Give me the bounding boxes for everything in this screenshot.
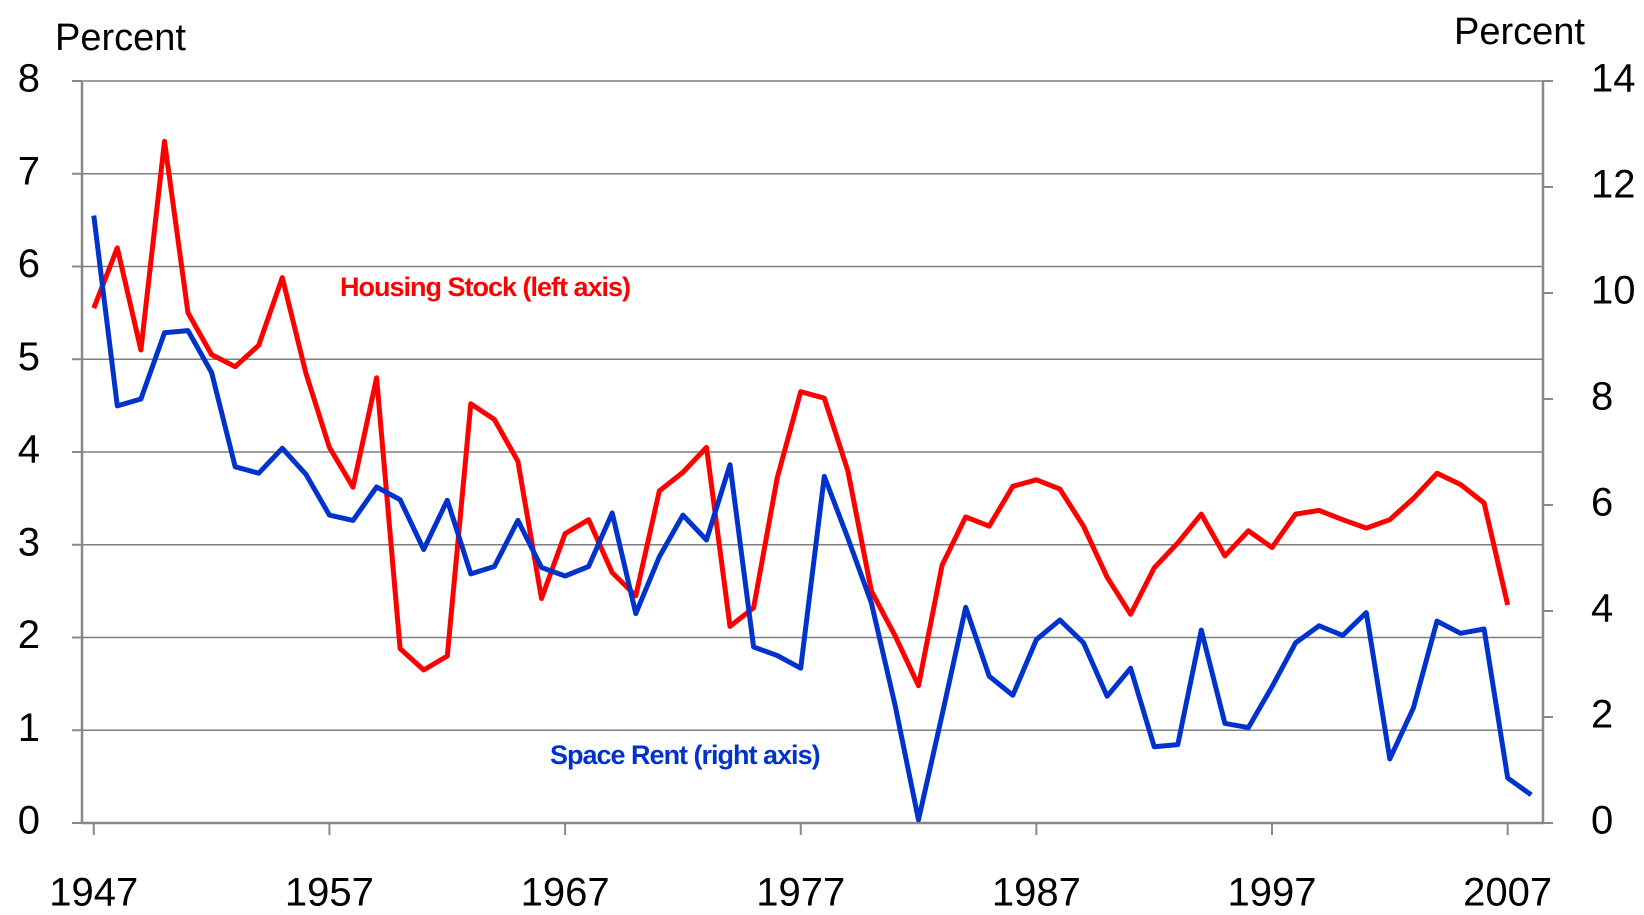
y2-tick-label: 4 [1591,587,1613,631]
y2-tick-label: 8 [1591,375,1613,419]
annotation: Space Rent (right axis) [550,740,820,770]
y-tick-label: 8 [18,57,40,101]
series-line [91,138,1511,689]
series-line [91,215,1533,823]
x-tick-label: 1947 [49,871,138,915]
y-tick-label: 2 [18,613,40,657]
y-tick-label: 0 [18,799,40,843]
x-tick-label: 1967 [521,871,610,915]
y-axis-title: Percent [55,17,186,59]
y-tick-label: 4 [18,428,40,472]
y2-tick-label: 14 [1591,57,1636,101]
x-tick-label: 1987 [992,871,1081,915]
y2-tick-label: 2 [1591,693,1613,737]
annotation: Housing Stock (left axis) [340,272,630,302]
y2-tick-label: 0 [1591,799,1613,843]
y2-tick-label: 12 [1591,163,1636,207]
y-tick-label: 5 [18,335,40,379]
y2-tick-label: 6 [1591,481,1613,525]
y-tick-label: 3 [18,520,40,564]
x-tick-label: 1997 [1228,871,1317,915]
y-tick-label: 1 [18,706,40,750]
x-tick-label: 1957 [285,871,374,915]
y2-tick-label: 10 [1591,269,1636,313]
y-tick-label: 6 [18,242,40,286]
y-tick-label: 7 [18,149,40,193]
x-tick-label: 1977 [756,871,845,915]
y2-axis-title: Percent [1454,11,1585,53]
x-tick-label: 2007 [1463,871,1552,915]
